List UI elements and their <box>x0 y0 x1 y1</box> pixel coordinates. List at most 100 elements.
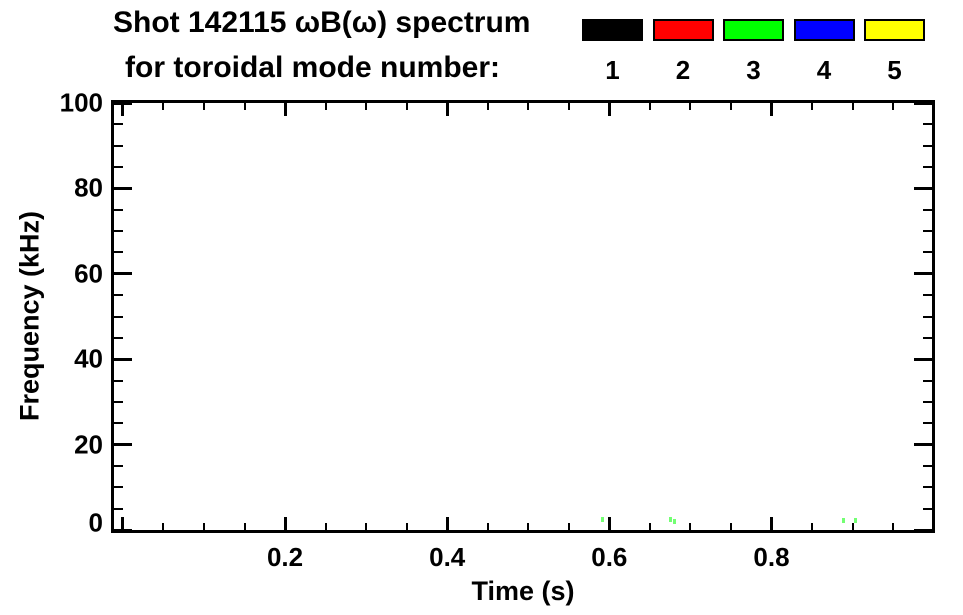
spectrum-point-mode-3 <box>669 516 673 522</box>
x-tick-label: 0.6 <box>591 542 628 572</box>
y-major-tick <box>114 272 132 276</box>
x-minor-tick-top <box>689 103 692 110</box>
x-minor-tick-top <box>324 103 327 110</box>
spectrum-point-mode-3 <box>672 518 676 524</box>
y-minor-tick-right <box>923 251 932 254</box>
y-minor-tick-right <box>923 230 932 233</box>
x-minor-tick <box>162 523 165 530</box>
y-tick-label: 60 <box>74 258 103 289</box>
x-minor-tick <box>202 523 205 530</box>
spectrum-point-mode-3 <box>842 517 846 523</box>
y-tick-label: 100 <box>59 87 103 118</box>
x-minor-tick <box>648 523 651 530</box>
x-minor-tick <box>243 523 246 530</box>
legend-item: 2 <box>652 19 714 85</box>
x-minor-tick <box>729 523 732 530</box>
x-minor-tick-top <box>892 103 895 110</box>
x-minor-tick <box>567 523 570 530</box>
color-swatch-mode-4 <box>793 19 855 41</box>
x-minor-tick <box>486 523 489 530</box>
color-swatch-mode-2 <box>652 19 714 41</box>
y-minor-tick <box>114 166 123 169</box>
y-major-tick <box>114 357 132 361</box>
y-minor-tick <box>114 251 123 254</box>
y-tick-label: 0 <box>88 507 103 538</box>
y-minor-tick <box>114 464 123 467</box>
legend: 1 2 3 4 5 <box>582 19 925 83</box>
legend-mode-label: 1 <box>605 55 620 85</box>
legend-item: 4 <box>793 19 855 83</box>
x-major-tick <box>445 517 449 530</box>
y-minor-tick-right <box>923 294 932 297</box>
y-minor-tick <box>114 400 123 403</box>
y-minor-tick <box>114 144 123 147</box>
x-minor-tick-top <box>405 103 408 110</box>
x-minor-tick-top <box>729 103 732 110</box>
y-minor-tick-right <box>923 400 932 403</box>
y-major-tick <box>114 101 132 105</box>
legend-item: 3 <box>723 19 784 83</box>
legend-mode-label: 5 <box>887 55 902 85</box>
spectrum-point-mode-3 <box>854 517 858 523</box>
y-minor-tick-right <box>923 208 932 211</box>
y-major-tick-right <box>914 357 932 361</box>
x-tick-label: 0.4 <box>429 542 466 572</box>
y-minor-tick-right <box>923 464 932 467</box>
y-major-tick <box>114 186 132 190</box>
color-swatch-mode-3 <box>723 19 784 41</box>
x-minor-tick-top <box>162 103 165 110</box>
x-major-tick-top <box>283 103 287 116</box>
y-minor-tick-right <box>923 507 932 510</box>
x-major-tick-top <box>121 103 125 116</box>
y-major-tick-right <box>914 528 932 532</box>
y-minor-tick <box>114 336 123 339</box>
y-minor-tick <box>114 507 123 510</box>
x-minor-tick-top <box>567 103 570 110</box>
legend-mode-label: 2 <box>675 55 691 85</box>
x-minor-tick <box>324 523 327 530</box>
x-minor-tick-top <box>851 103 854 110</box>
x-major-tick-top <box>445 103 449 116</box>
y-minor-tick-right <box>923 379 932 382</box>
x-major-tick <box>121 517 125 530</box>
y-minor-tick-right <box>923 486 932 489</box>
x-minor-tick-top <box>202 103 205 110</box>
plot-area <box>111 100 935 533</box>
x-minor-tick <box>811 523 814 530</box>
y-minor-tick-right <box>923 166 932 169</box>
y-minor-tick-right <box>923 422 932 425</box>
x-minor-tick <box>851 523 854 530</box>
legend-item: 5 <box>864 19 925 83</box>
chart-title: Shot 142115 ωB(ω) spectrum <box>113 6 531 39</box>
color-swatch-mode-1 <box>582 19 643 41</box>
legend-item: 1 <box>582 19 643 83</box>
y-minor-tick <box>114 294 123 297</box>
y-major-tick-right <box>914 186 932 190</box>
legend-mode-label: 3 <box>746 55 761 85</box>
y-minor-tick <box>114 315 123 318</box>
x-minor-tick <box>892 523 895 530</box>
x-minor-tick <box>405 523 408 530</box>
x-axis-title: Time (s) <box>471 576 575 606</box>
x-minor-tick <box>689 523 692 530</box>
x-minor-tick <box>527 523 530 530</box>
y-minor-tick <box>114 422 123 425</box>
x-tick-label: 0.8 <box>753 542 790 572</box>
x-minor-tick-top <box>243 103 246 110</box>
y-minor-tick <box>114 230 123 233</box>
x-major-tick-top <box>769 103 773 116</box>
y-axis-title: Frequency (kHz) <box>14 210 45 422</box>
y-tick-label: 40 <box>74 343 103 374</box>
x-minor-tick-top <box>527 103 530 110</box>
y-minor-tick-right <box>923 336 932 339</box>
x-major-tick <box>769 517 773 530</box>
y-major-tick-right <box>914 101 932 105</box>
y-major-tick <box>114 528 132 532</box>
y-major-tick <box>114 443 132 447</box>
y-minor-tick-right <box>923 315 932 318</box>
x-minor-tick <box>365 523 368 530</box>
x-major-tick-top <box>607 103 611 116</box>
x-tick-label: 0.2 <box>266 542 304 572</box>
color-swatch-mode-5 <box>864 19 925 41</box>
y-minor-tick <box>114 123 123 126</box>
